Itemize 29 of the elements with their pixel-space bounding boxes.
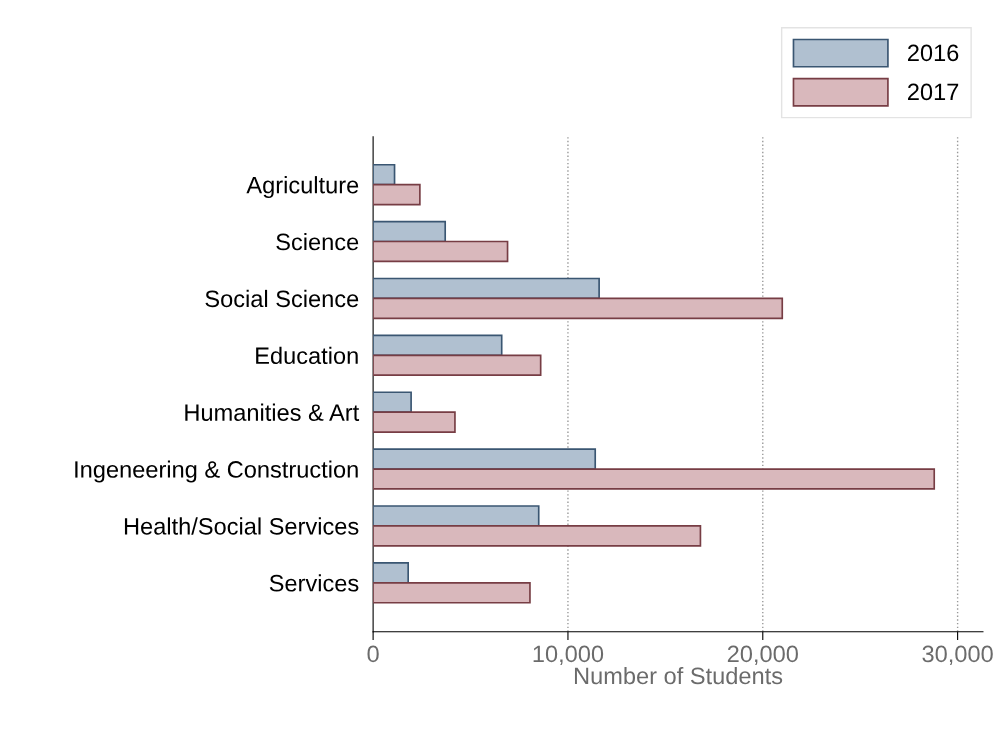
x-tick-label: 20,000 [727,645,798,666]
bar [373,505,540,527]
y-tick-label: Education [256,346,358,365]
y-tick-label: Services [269,574,359,592]
x-tick-label: 0 [367,645,379,663]
x-tick-label: 10,000 [533,645,604,666]
y-tick-label: Humanities & Art [185,403,360,421]
x-axis-title: Number of Students [574,666,783,685]
bar [373,220,447,243]
x-tick-label: 30,000 [922,645,993,666]
y-tick-label: Ingeneering & Construction [75,460,358,483]
bar [373,448,597,470]
bar [373,468,936,490]
y-tick-label: Health/Social Services [124,517,359,535]
bar [373,581,531,604]
bar [373,391,412,414]
bar [373,183,421,206]
bar [373,240,509,263]
legend-label: 2017 [908,83,959,101]
bar [373,562,410,584]
bar [373,411,456,433]
y-tick-label: Agriculture [246,176,359,199]
bar [373,354,542,377]
bar [373,525,702,547]
bar [373,297,784,320]
legend-label: 2016 [908,44,959,62]
bar [373,277,600,300]
y-tick-label: Social Science [205,289,359,308]
y-tick-label: Science [276,232,359,251]
